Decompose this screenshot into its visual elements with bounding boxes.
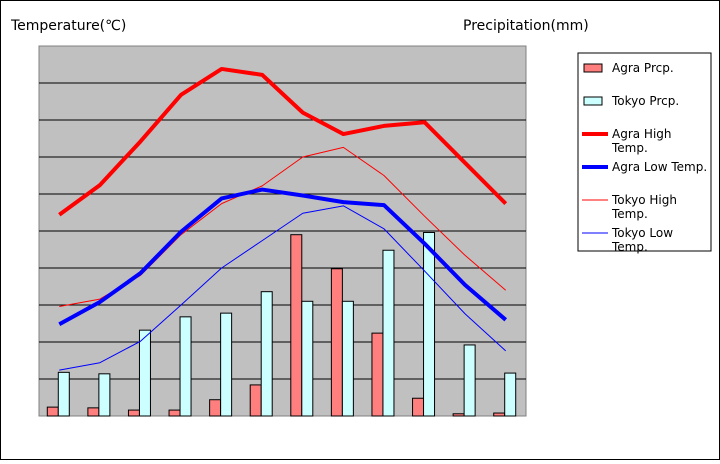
legend-label: Agra Low Temp. — [612, 160, 707, 174]
precipitation-bars — [46, 231, 517, 417]
bar-agra-prcp — [168, 409, 181, 417]
bar-tokyo-prcp — [463, 344, 476, 417]
bar-agra-prcp — [330, 268, 343, 417]
legend-label: Tokyo Prcp. — [611, 94, 679, 108]
bar-tokyo-prcp — [179, 316, 192, 417]
bar-tokyo-prcp — [57, 371, 70, 417]
series-tokyo-low-temp-line — [59, 205, 507, 371]
bar-agra-prcp — [412, 397, 425, 417]
bar-tokyo-prcp — [341, 300, 354, 417]
legend-label: Tokyo Low Temp. — [611, 226, 673, 254]
bar-agra-prcp — [127, 409, 140, 417]
series-agra-low-temp-line — [58, 187, 508, 326]
left-axis-title: Temperature(℃) — [10, 18, 126, 34]
legend-swatch — [583, 96, 603, 106]
bar-agra-prcp — [452, 413, 465, 417]
bar-agra-prcp — [371, 332, 384, 417]
series-agra-high-temp-line — [58, 66, 508, 217]
temperature-lines — [58, 66, 508, 371]
legend: Agra Prcp. Tokyo Prcp. Agra High Temp. Agra … — [577, 52, 712, 254]
bar-agra-prcp — [87, 407, 100, 417]
bar-tokyo-prcp — [98, 373, 111, 417]
bar-tokyo-prcp — [138, 329, 151, 417]
bar-agra-prcp — [249, 384, 262, 417]
bar-tokyo-prcp — [504, 372, 517, 417]
right-axis-title: Precipitation(mm) — [463, 18, 589, 34]
bar-tokyo-prcp — [301, 300, 314, 417]
legend-label: Agra Prcp. — [612, 61, 674, 75]
bar-agra-prcp — [209, 399, 222, 417]
bar-agra-prcp — [493, 412, 506, 417]
bar-tokyo-prcp — [260, 291, 273, 417]
legend-swatch — [583, 63, 603, 73]
bar-agra-prcp — [46, 406, 59, 417]
legend-label: Agra High Temp. — [611, 127, 672, 155]
legend-label: Tokyo High Temp. — [611, 193, 677, 221]
bar-agra-prcp — [290, 234, 303, 417]
bar-tokyo-prcp — [220, 312, 233, 417]
bar-tokyo-prcp — [423, 231, 436, 417]
legend-box — [577, 52, 712, 252]
bar-tokyo-prcp — [382, 249, 395, 417]
